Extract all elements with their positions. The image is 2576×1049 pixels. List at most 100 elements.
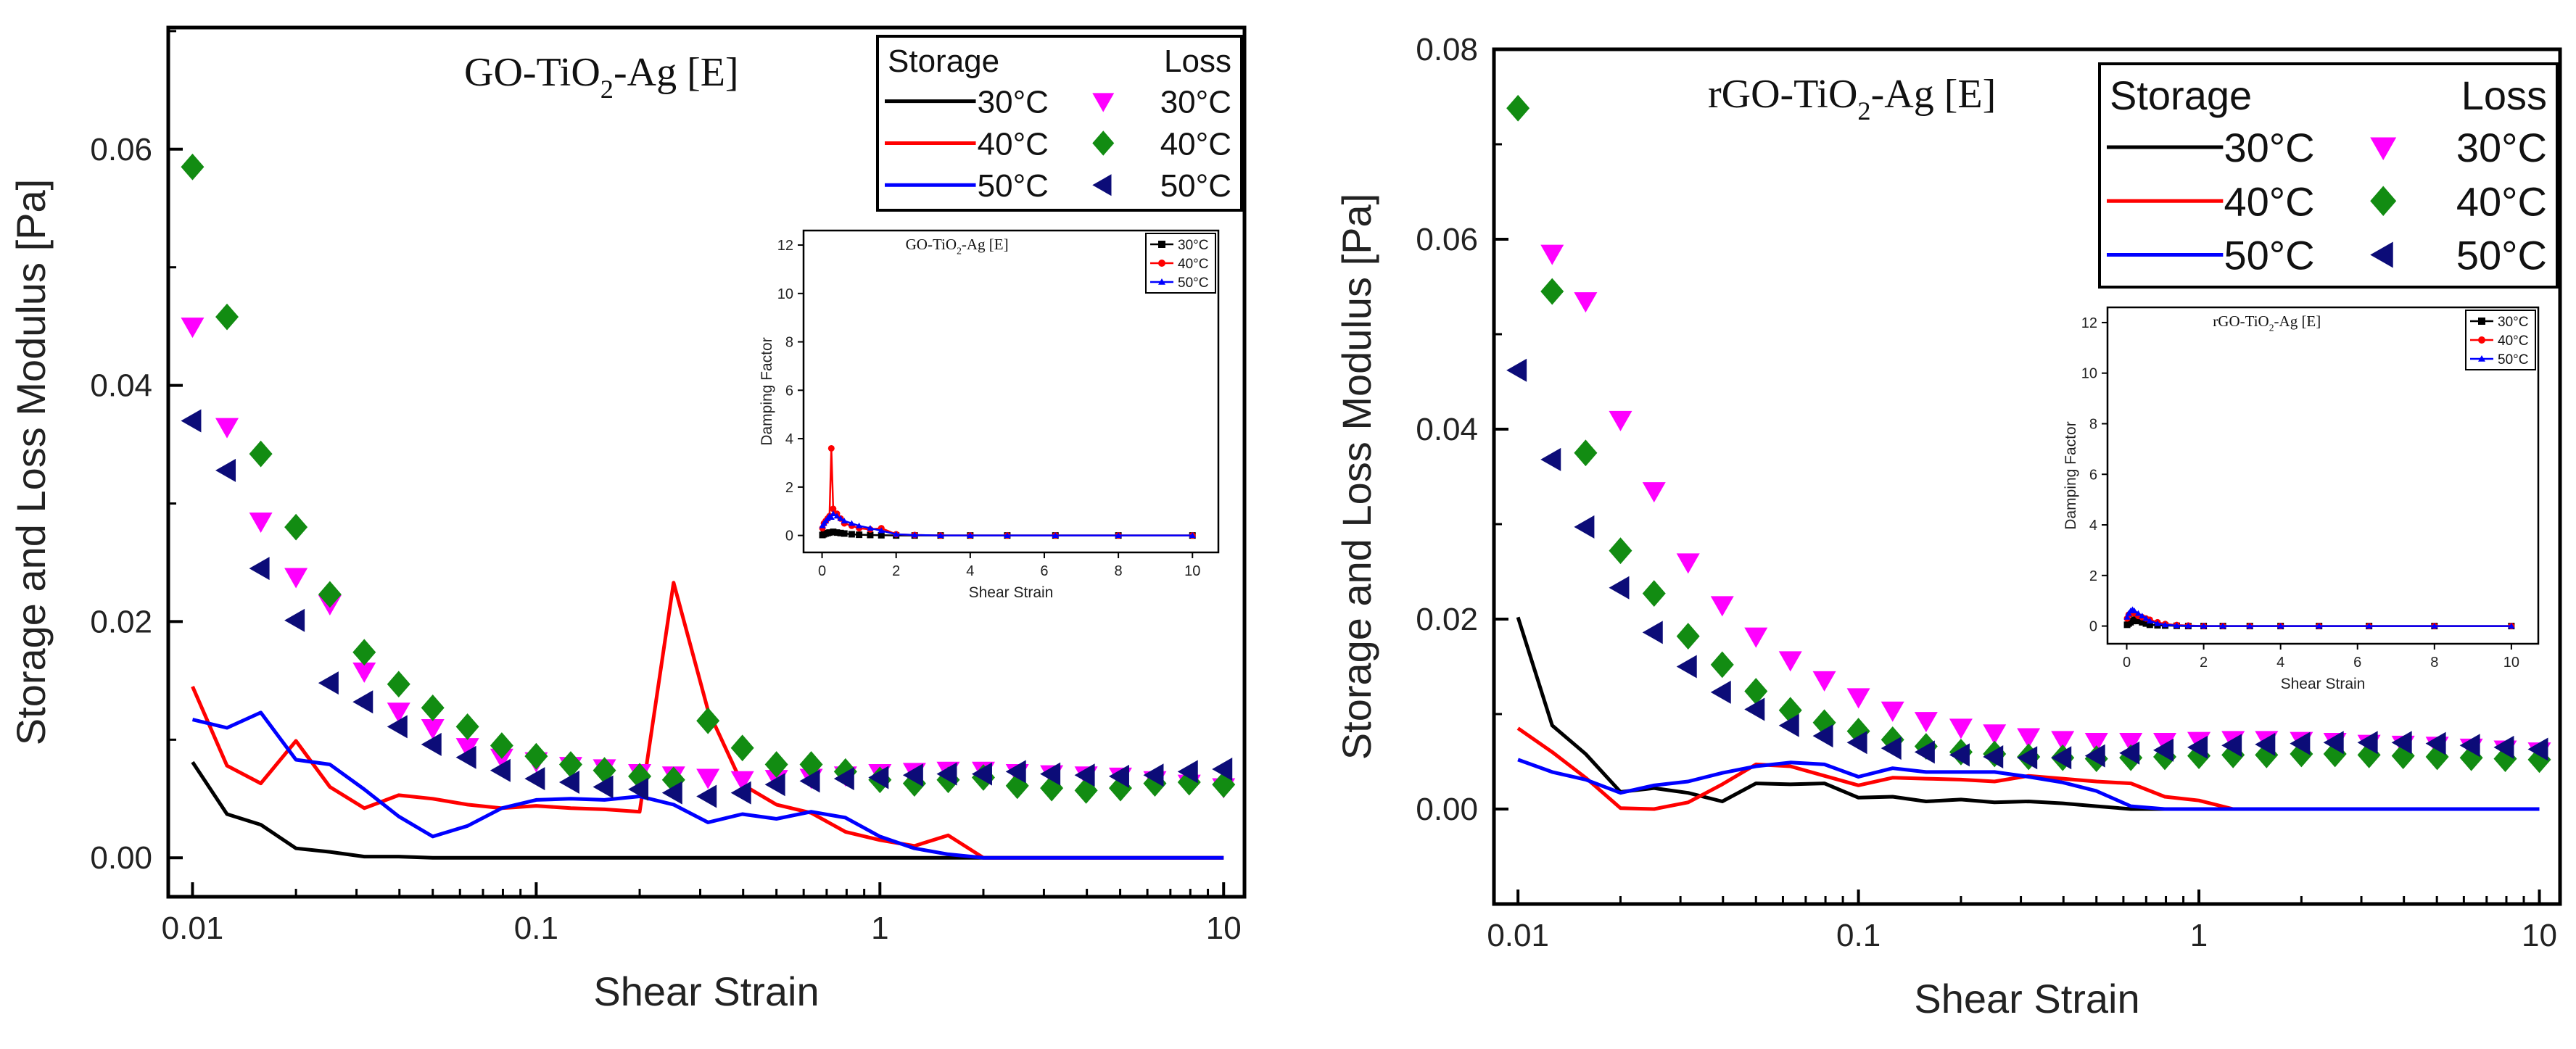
loss-marker-40°C [1710,651,1734,679]
loss-marker-50°C [1540,447,1561,471]
loss-marker-40°C [2187,742,2211,770]
inset-x-tick-label: 0 [818,563,826,579]
storage-line-30°C [1516,616,2540,811]
inset-legend: 30°C 40°C 50°C [1145,233,1216,294]
loss-marker-50°C [730,781,751,805]
inset-y-tick-label: 6 [785,383,793,399]
loss-marker-40°C [1744,678,1768,705]
loss-marker-30°C [2153,732,2177,753]
inset-marker-50°C [2154,620,2161,626]
loss-marker-50°C [1881,737,1902,760]
y-tick-label: 0.00 [1416,792,1478,827]
loss-marker-50°C [1983,745,2004,768]
legend-loss-label: 40°C [1160,126,1231,162]
loss-marker-30°C [696,768,720,789]
inset-plot: 0 2 4 6 8 10 12 0 2 4 6 8 10 Shear Strain Damping Fact… [2063,306,2540,692]
loss-marker-50°C [833,767,854,791]
inset-legend-label: 50°C [2498,352,2528,368]
inset-x-tick-label: 4 [2276,655,2284,671]
loss-marker-50°C [2017,746,2038,770]
inset-marker-50°C [833,513,841,519]
inset-x-tick-label: 2 [2200,655,2208,671]
inset-y-tick-label: 10 [777,286,793,302]
loss-marker-40°C [2527,746,2551,774]
inset-legend-marker [1158,241,1165,248]
inset-x-axis-label: Shear Strain [2281,676,2366,692]
inset-y-tick-label: 6 [2089,467,2097,483]
inset-marker-50°C [2139,613,2146,618]
legend-loss-header: Loss [2461,72,2547,118]
loss-marker-30°C [1812,671,1836,692]
inset-marker-50°C [967,532,974,539]
inset-marker-50°C [2366,623,2373,629]
loss-marker-50°C [284,608,305,632]
inset-y-tick-label: 10 [2081,366,2097,382]
inset-x-tick-label: 10 [2503,655,2519,671]
loss-marker-50°C [593,775,614,799]
loss-marker-50°C [2153,738,2174,762]
loss-marker-50°C [1143,763,1164,787]
loss-marker-50°C [2323,731,2344,755]
loss-marker-30°C [1574,292,1598,313]
chart-title: GO-TiO2-Ag [E] [464,50,739,104]
inset-y-tick-label: 12 [2081,315,2097,331]
loss-marker-30°C [1676,553,1700,574]
loss-marker-50°C [1177,760,1198,784]
loss-marker-50°C [215,458,236,482]
panel-2: 0.00 0.02 0.04 0.06 0.08 0.01 0.1 1 10 Shear Stra… [1334,32,2562,1021]
inset-marker-50°C [2277,623,2284,629]
loss-marker-40°C [524,742,548,770]
inset-y-tick-label: 0 [785,528,793,544]
legend-storage-label: 50°C [2224,233,2314,278]
loss-marker-50°C [1040,762,1061,786]
inset-legend-marker [2478,318,2485,325]
loss-marker-40°C [1676,623,1700,650]
loss-marker-50°C [2187,735,2208,759]
loss-marker-50°C [868,766,889,789]
legend-box [876,35,1243,212]
storage-line-40°C [191,581,1224,860]
inset-y-tick-label: 2 [2089,568,2097,584]
loss-marker-40°C [764,751,788,778]
inset-marker-50°C [867,525,874,531]
loss-marker-50°C [352,690,373,714]
loss-marker-30°C [215,418,239,439]
y-tick-label: 0.08 [1416,32,1478,67]
loss-marker-40°C [1609,537,1632,565]
inset-marker-50°C [856,522,863,528]
inset-marker-30°C [841,530,848,537]
loss-marker-50°C [1609,576,1630,600]
loss-marker-40°C [1574,439,1598,467]
loss-marker-30°C [730,771,754,792]
inset-marker-50°C [1004,532,1011,539]
loss-marker-50°C [387,715,408,739]
inset-legend-marker [1158,278,1165,285]
legend-storage-label: 50°C [978,168,1049,204]
loss-marker-30°C [1949,718,1973,739]
inset-x-tick-label: 8 [1115,563,1123,579]
x-tick-label: 0.1 [1836,918,1881,953]
y-tick-label: 0.06 [90,132,152,167]
inset-marker-50°C [2146,618,2153,623]
y-tick-label: 0.06 [1416,222,1478,257]
loss-marker-50°C [1108,764,1129,788]
inset-x-tick-label: 8 [2430,655,2438,671]
loss-marker-50°C [1914,740,1935,764]
legend-loss-swatch [1092,174,1112,196]
inset-title: rGO-TiO2-Ag [E] [2213,312,2321,333]
legend-loss-swatch [1092,130,1115,156]
loss-marker-30°C [421,719,445,740]
loss-marker-40°C [352,639,376,666]
inset-marker-50°C [911,531,918,538]
inset-marker-50°C [837,515,844,521]
inset-marker-50°C [937,532,944,539]
legend-loss-swatch [1092,93,1115,112]
loss-marker-50°C [421,732,442,756]
loss-marker-50°C [1074,763,1095,787]
inset-plot: 0 2 4 6 8 10 12 0 2 4 6 8 10 Shear Strain Damping Fact… [759,229,1220,601]
loss-marker-50°C [1744,697,1765,721]
inset-marker-30°C [867,531,874,539]
loss-marker-30°C [284,568,308,589]
x-tick-label: 10 [2522,918,2557,953]
x-axis-label: Shear Strain [593,969,819,1014]
